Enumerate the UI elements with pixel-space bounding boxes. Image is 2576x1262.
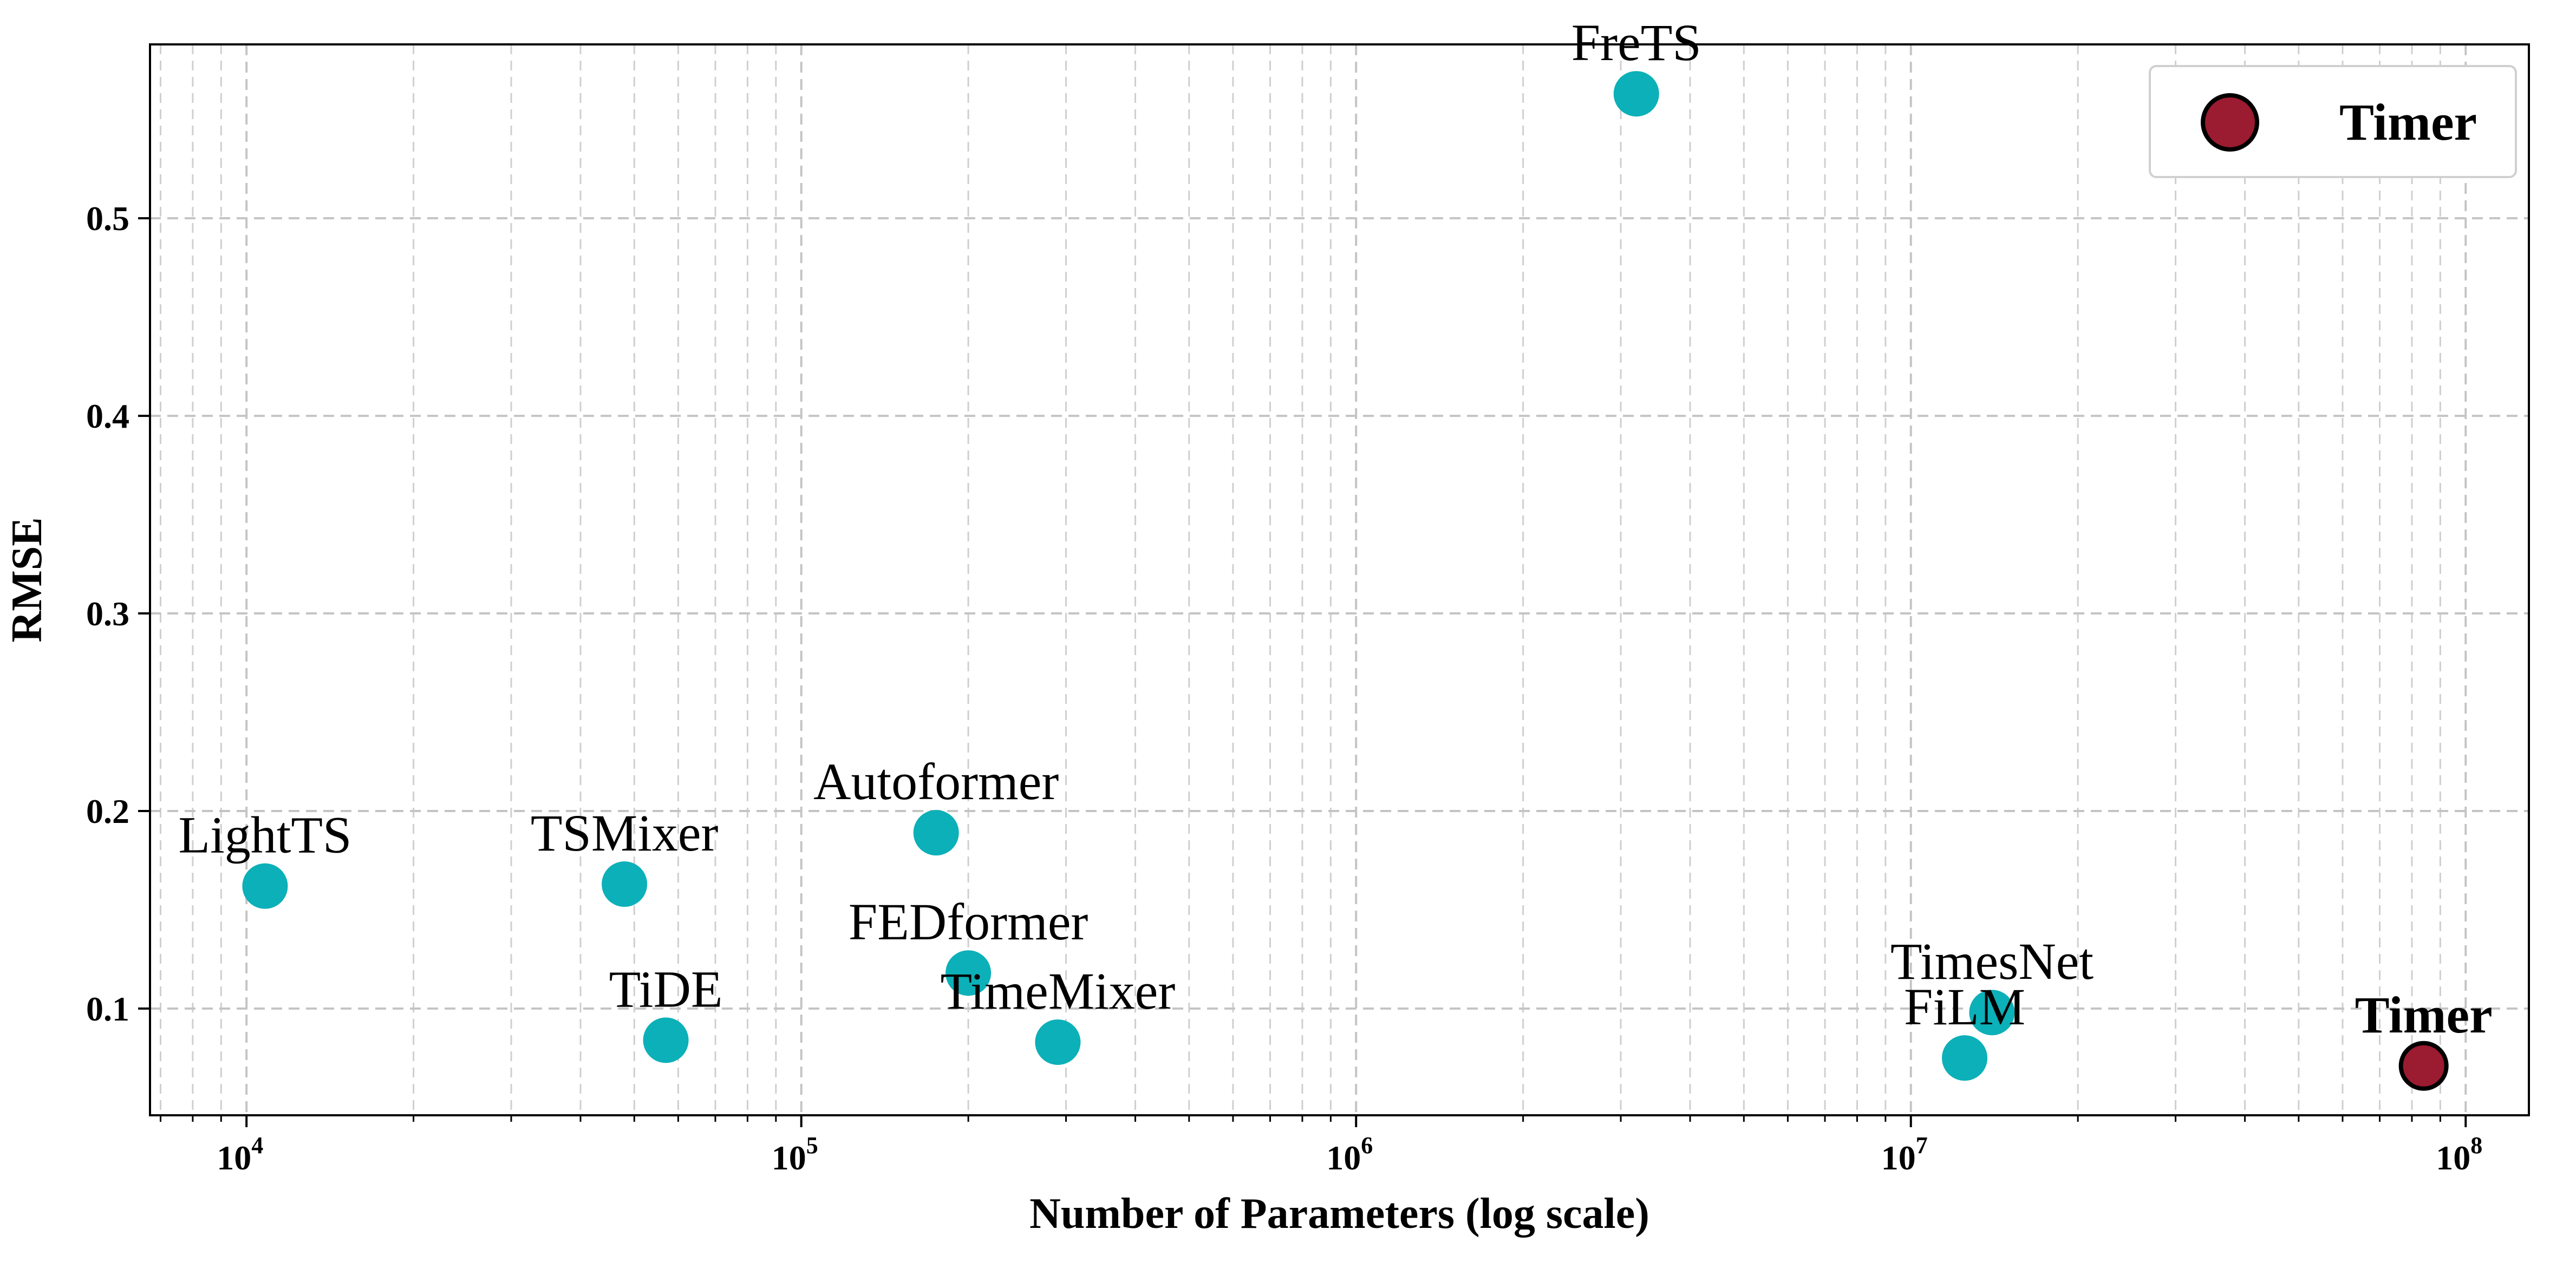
plot-area-frame [149,43,2530,1116]
x-tick-label: 106 [1326,1132,1373,1177]
legend-box [2149,65,2517,178]
y-tick-label: 0.5 [86,199,129,238]
x-tick-label: 108 [2436,1132,2482,1177]
data-point [1969,990,2015,1036]
highlight-point [2398,1041,2449,1091]
data-point [242,863,288,909]
x-tick-exponent: 6 [1361,1132,1373,1159]
data-point [1942,1035,1988,1081]
data-point [1035,1019,1081,1065]
point-label: FEDformer [849,893,1088,951]
y-tick-label: 0.4 [86,397,129,435]
y-tick-label: 0.3 [86,594,129,633]
x-tick-base: 10 [217,1139,251,1177]
x-axis-title: Number of Parameters (log scale) [1029,1190,1649,1238]
point-label: TimeMixer [941,962,1176,1020]
y-tick-label: 0.2 [86,792,129,831]
data-points [242,71,2449,1091]
x-tick-exponent: 5 [806,1132,818,1159]
x-tick-base: 10 [1881,1139,1916,1177]
x-tick-base: 10 [772,1139,806,1177]
x-tick-label: 105 [772,1132,818,1177]
point-label: TiDE [609,960,723,1018]
data-point [643,1017,689,1063]
point-labels: LightTS TSMixer TiDE Autoformer FEDformer Tim… [178,14,2492,1044]
point-label: LightTS [178,806,351,864]
legend: Timer [2149,65,2517,178]
x-tick-base: 10 [2436,1139,2470,1177]
data-point [602,861,648,907]
data-point [913,810,959,856]
x-tick-exponent: 8 [2470,1132,2482,1159]
grid-lines [150,44,2529,1115]
x-tick-label: 104 [217,1132,263,1177]
point-label: Timer [2355,986,2493,1044]
point-label: Autoformer [813,753,1059,810]
point-label: FreTS [1571,14,1701,71]
point-label: TSMixer [531,804,719,862]
x-tick-label: 107 [1881,1132,1928,1177]
point-label: TimesNet [1890,932,2094,990]
data-point [1613,71,1659,117]
x-tick-exponent: 7 [1916,1132,1928,1159]
point-label: FiLM [1904,978,2025,1036]
data-point [945,950,992,996]
legend-marker [2201,93,2259,152]
legend-label: Timer [2339,93,2477,151]
x-tick-base: 10 [1326,1139,1361,1177]
x-tick-exponent: 4 [251,1132,263,1159]
y-tick-label: 0.1 [86,990,129,1028]
y-axis-title: RMSE [3,517,51,642]
